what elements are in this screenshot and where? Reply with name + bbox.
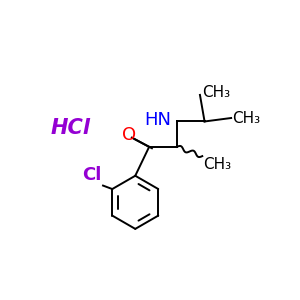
Text: CH₃: CH₃ xyxy=(202,85,230,100)
Text: CH₃: CH₃ xyxy=(232,110,260,125)
Text: CH₃: CH₃ xyxy=(203,157,232,172)
Text: HCl: HCl xyxy=(51,118,91,138)
Text: Cl: Cl xyxy=(82,167,102,184)
Text: O: O xyxy=(122,126,136,144)
Text: HN: HN xyxy=(144,111,171,129)
